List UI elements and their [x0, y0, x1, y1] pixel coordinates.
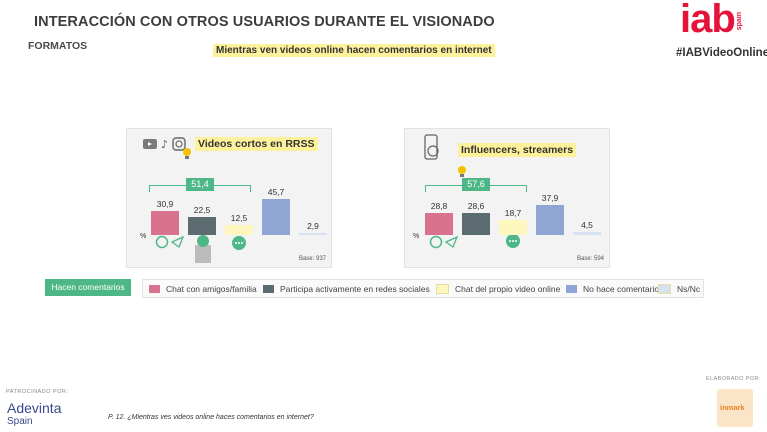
whatsapp-telegram-icon — [155, 235, 185, 249]
bar — [425, 212, 453, 235]
footnote: P. 12. ¿Mientras ves videos online haces… — [108, 414, 314, 421]
bar-value-label: 37,9 — [541, 193, 559, 204]
bar — [188, 217, 216, 235]
chart-title: Videos cortos en RRSS — [195, 137, 318, 151]
logo-text: iab — [680, 0, 736, 41]
chart-title: Influencers, streamers — [458, 143, 577, 157]
y-unit: % — [413, 233, 420, 240]
bar — [299, 232, 327, 235]
bar-value-label: 22,5 — [193, 205, 211, 216]
legend-item: Participa activamente en redes sociales — [263, 284, 430, 294]
whatsapp-telegram-icon — [429, 235, 459, 249]
page-title: INTERACCIÓN CON OTROS USUARIOS DURANTE E… — [34, 14, 495, 30]
bar — [462, 212, 490, 235]
tiktok-icon: ♪ — [161, 138, 168, 151]
legend-swatch — [658, 283, 671, 294]
question-highlight: Mientras ven videos online hacen comenta… — [213, 44, 495, 57]
base-note: Base: 937 — [298, 256, 326, 262]
inmark-logo: inmark — [717, 389, 753, 427]
instagram-icon — [172, 137, 186, 151]
legend-item: Chat del propio video online — [436, 283, 560, 294]
bar — [225, 225, 253, 235]
sponsor-label: PATROCINADO POR: — [6, 389, 69, 395]
section-label: FORMATOS — [28, 40, 88, 52]
bar — [536, 205, 564, 235]
chat-bubble-icon — [506, 234, 520, 248]
lightbulb-icon — [458, 166, 466, 177]
legend-swatch — [149, 284, 160, 293]
chat-bubble-icon — [232, 236, 246, 250]
qr-code-icon — [195, 235, 211, 263]
bar — [499, 220, 527, 235]
bar-value-label: 18,7 — [504, 208, 522, 219]
bar-value-label: 30,9 — [156, 198, 174, 209]
chart-panel-influencers: Influencers, streamers 57,6 % Base: 594 … — [404, 128, 610, 268]
bar-value-label: 45,7 — [267, 187, 285, 198]
bar — [262, 199, 290, 235]
base-note: Base: 594 — [576, 256, 604, 262]
bracket-value: 51,4 — [186, 178, 214, 191]
legend: Chat con amigos/familia Participa activa… — [142, 279, 704, 298]
bar — [573, 231, 601, 235]
legend-item: Ns/Nc — [658, 283, 700, 294]
hashtag: #IABVideoOnline — [676, 47, 767, 59]
iab-logo: iab spain — [680, 0, 746, 42]
lightbulb-icon — [183, 148, 191, 159]
chart-panel-videos-cortos: ♪ Videos cortos en RRSS 51,4 % Base: 937… — [126, 128, 332, 268]
sponsor-logo-sub: Spain — [7, 416, 33, 427]
bar-value-label: 2,9 — [307, 220, 319, 231]
logo-sub-text: spain — [736, 12, 743, 31]
legend-swatch — [566, 284, 577, 293]
bracket-value: 57,6 — [462, 178, 490, 191]
legend-swatch — [263, 284, 274, 293]
bar-value-label: 4,5 — [581, 219, 593, 230]
legend-tag: Hacen comentarios — [45, 279, 131, 296]
social-icons: ♪ — [143, 137, 186, 151]
legend-item: Chat con amigos/familia — [149, 284, 257, 294]
legend-item: No hace comentarios — [566, 284, 663, 294]
bar-value-label: 28,6 — [467, 200, 485, 211]
bar-value-label: 12,5 — [230, 213, 248, 224]
sponsor-logo: Adevinta — [7, 400, 62, 416]
bar-value-label: 28,8 — [430, 200, 448, 211]
y-unit: % — [140, 233, 147, 240]
legend-swatch — [436, 283, 449, 294]
bar — [151, 210, 179, 235]
streamer-phone-icon — [424, 134, 439, 160]
made-by-label: ELABORADO POR: — [706, 376, 761, 382]
